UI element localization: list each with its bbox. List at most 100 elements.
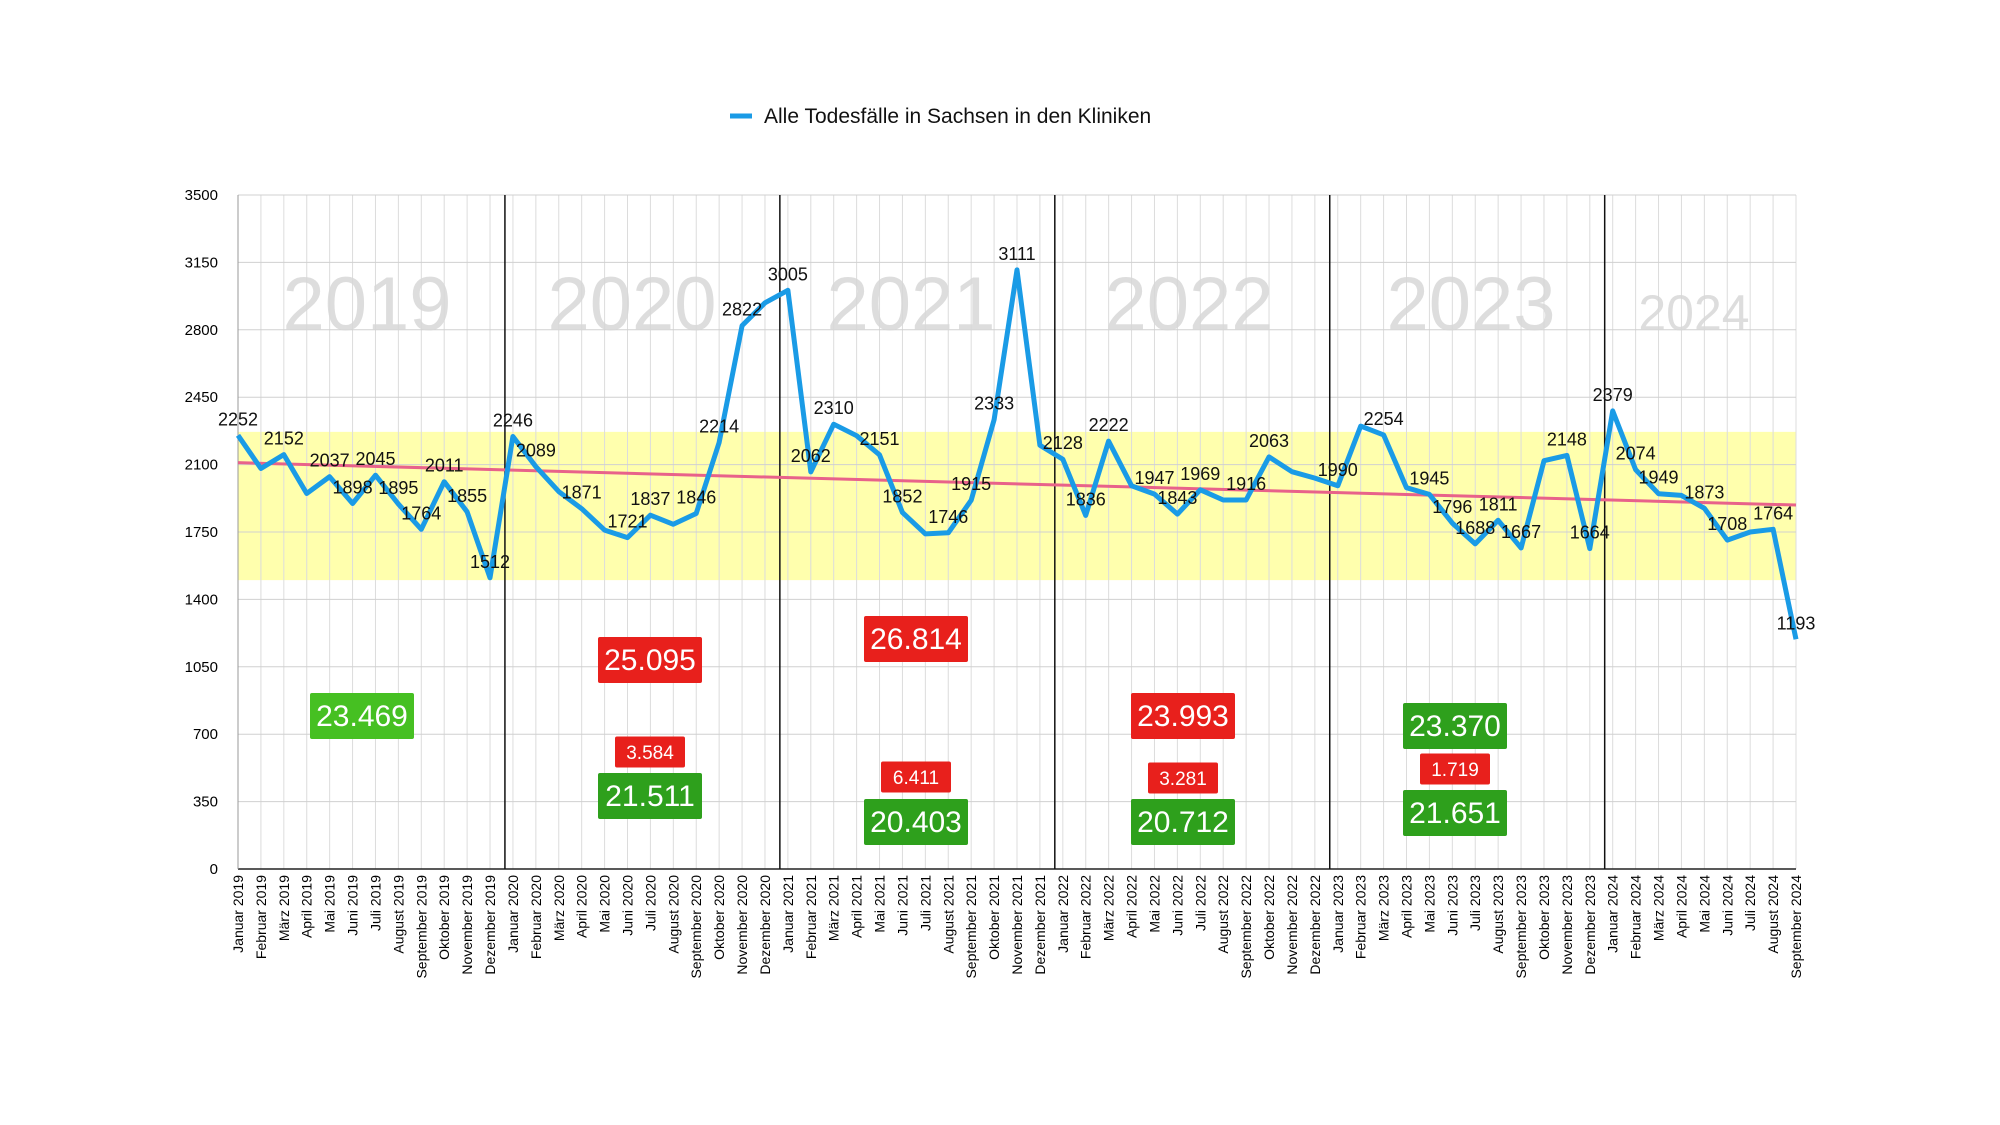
data-label: 1855 bbox=[447, 486, 487, 506]
data-label: 2151 bbox=[860, 429, 900, 449]
x-tick-label: April 2021 bbox=[849, 875, 865, 938]
annotation-text: 3.281 bbox=[1159, 769, 1207, 790]
annotation-text: 23.370 bbox=[1409, 710, 1501, 743]
annotation-text: 1.719 bbox=[1431, 760, 1479, 781]
legend-label: Alle Todesfälle in Sachsen in den Klinik… bbox=[764, 105, 1151, 128]
x-tick-label: Oktober 2021 bbox=[986, 875, 1002, 960]
data-label: 1193 bbox=[1777, 613, 1816, 633]
annotation-box bbox=[598, 637, 702, 683]
data-label: 2222 bbox=[1089, 415, 1129, 435]
data-label: 1764 bbox=[1753, 503, 1793, 523]
data-label: 2333 bbox=[974, 394, 1014, 414]
year-watermark: 2021 bbox=[826, 262, 995, 347]
x-tick-label: März 2021 bbox=[826, 875, 842, 941]
data-label: 1969 bbox=[1180, 464, 1220, 484]
x-tick-label: März 2023 bbox=[1376, 875, 1392, 941]
x-tick-label: April 2024 bbox=[1673, 875, 1689, 938]
x-tick-label: Juli 2021 bbox=[917, 875, 933, 931]
x-tick-label: Januar 2022 bbox=[1055, 875, 1071, 953]
data-label: 1949 bbox=[1639, 468, 1679, 488]
x-tick-label: Januar 2019 bbox=[230, 875, 246, 953]
x-tick-label: Januar 2024 bbox=[1605, 875, 1621, 953]
x-tick-label: Mai 2019 bbox=[322, 875, 338, 933]
data-label: 2152 bbox=[264, 429, 304, 449]
x-tick-label: Mai 2021 bbox=[872, 875, 888, 933]
data-label: 2037 bbox=[310, 451, 350, 471]
x-tick-label: Dezember 2019 bbox=[482, 875, 498, 975]
data-label: 1512 bbox=[470, 552, 510, 572]
annotation-text: 26.814 bbox=[870, 623, 962, 656]
y-tick-label: 700 bbox=[193, 726, 218, 743]
data-label: 2246 bbox=[493, 410, 533, 430]
x-tick-label: September 2022 bbox=[1238, 875, 1254, 979]
y-tick-label: 2100 bbox=[185, 457, 218, 474]
x-tick-label: Februar 2019 bbox=[253, 875, 269, 959]
x-tick-label: Februar 2023 bbox=[1353, 875, 1369, 959]
x-tick-label: Dezember 2020 bbox=[757, 875, 773, 975]
x-tick-label: November 2019 bbox=[459, 875, 475, 975]
x-tick-label: März 2019 bbox=[276, 875, 292, 941]
x-tick-label: Oktober 2019 bbox=[436, 875, 452, 960]
data-label: 2254 bbox=[1364, 409, 1404, 429]
x-tick-label: Dezember 2023 bbox=[1582, 875, 1598, 975]
y-tick-label: 350 bbox=[193, 794, 218, 811]
x-tick-label: August 2023 bbox=[1490, 875, 1506, 954]
y-tick-label: 1400 bbox=[185, 591, 218, 608]
x-tick-label: September 2023 bbox=[1513, 875, 1529, 979]
x-tick-label: Mai 2023 bbox=[1421, 875, 1437, 933]
x-tick-label: Juni 2022 bbox=[1169, 875, 1185, 936]
x-tick-label: Oktober 2023 bbox=[1536, 875, 1552, 960]
x-tick-label: Juni 2021 bbox=[894, 875, 910, 936]
data-label: 1846 bbox=[676, 488, 716, 508]
data-label: 1688 bbox=[1455, 518, 1495, 538]
data-label: 2089 bbox=[516, 441, 556, 461]
x-tick-label: Juni 2023 bbox=[1444, 875, 1460, 936]
y-tick-label: 2450 bbox=[185, 389, 218, 406]
data-label: 1898 bbox=[333, 477, 373, 497]
x-tick-label: Juli 2023 bbox=[1467, 875, 1483, 931]
x-tick-label: November 2020 bbox=[734, 875, 750, 975]
annotation-box bbox=[864, 799, 968, 845]
data-label: 2214 bbox=[699, 417, 739, 437]
data-label: 1873 bbox=[1684, 482, 1724, 502]
annotation-box bbox=[1148, 762, 1218, 794]
data-label: 2148 bbox=[1547, 429, 1587, 449]
annotation-box bbox=[598, 773, 702, 819]
data-label: 2045 bbox=[355, 449, 395, 469]
x-tick-label: Februar 2022 bbox=[1078, 875, 1094, 959]
annotation-text: 21.511 bbox=[605, 780, 695, 813]
data-label: 2074 bbox=[1616, 444, 1656, 464]
x-tick-label: Oktober 2020 bbox=[711, 875, 727, 960]
x-tick-label: März 2024 bbox=[1651, 875, 1667, 941]
annotation-box bbox=[864, 616, 968, 662]
data-label: 1843 bbox=[1157, 488, 1197, 508]
x-tick-label: September 2021 bbox=[963, 875, 979, 979]
data-label: 1764 bbox=[401, 503, 441, 523]
year-watermark: 2019 bbox=[282, 262, 451, 347]
x-tick-label: Juli 2019 bbox=[367, 875, 383, 931]
x-tick-label: Februar 2024 bbox=[1628, 875, 1644, 959]
annotation-text: 20.403 bbox=[870, 806, 962, 839]
x-tick-label: September 2020 bbox=[688, 875, 704, 979]
x-tick-label: Oktober 2022 bbox=[1261, 875, 1277, 960]
x-tick-label: April 2019 bbox=[299, 875, 315, 938]
annotation-text: 21.651 bbox=[1409, 797, 1501, 830]
x-tick-label: Mai 2022 bbox=[1146, 875, 1162, 933]
x-tick-label: August 2020 bbox=[665, 875, 681, 954]
data-label: 2063 bbox=[1249, 431, 1289, 451]
y-tick-label: 3500 bbox=[185, 187, 218, 204]
x-tick-label: Februar 2020 bbox=[528, 875, 544, 959]
annotation-text: 3.584 bbox=[626, 743, 674, 764]
x-tick-label: August 2019 bbox=[390, 875, 406, 954]
annotation-box bbox=[1403, 703, 1507, 749]
y-tick-label: 1050 bbox=[185, 659, 218, 676]
annotation-box bbox=[881, 761, 951, 793]
data-label: 1836 bbox=[1066, 489, 1106, 509]
x-tick-label: November 2023 bbox=[1559, 875, 1575, 975]
year-watermark: 2023 bbox=[1386, 262, 1555, 347]
data-label: 1915 bbox=[951, 474, 991, 494]
data-label: 1852 bbox=[882, 486, 922, 506]
data-label: 1895 bbox=[378, 478, 418, 498]
annotation-box bbox=[615, 736, 685, 768]
year-watermark: 2020 bbox=[547, 262, 716, 347]
